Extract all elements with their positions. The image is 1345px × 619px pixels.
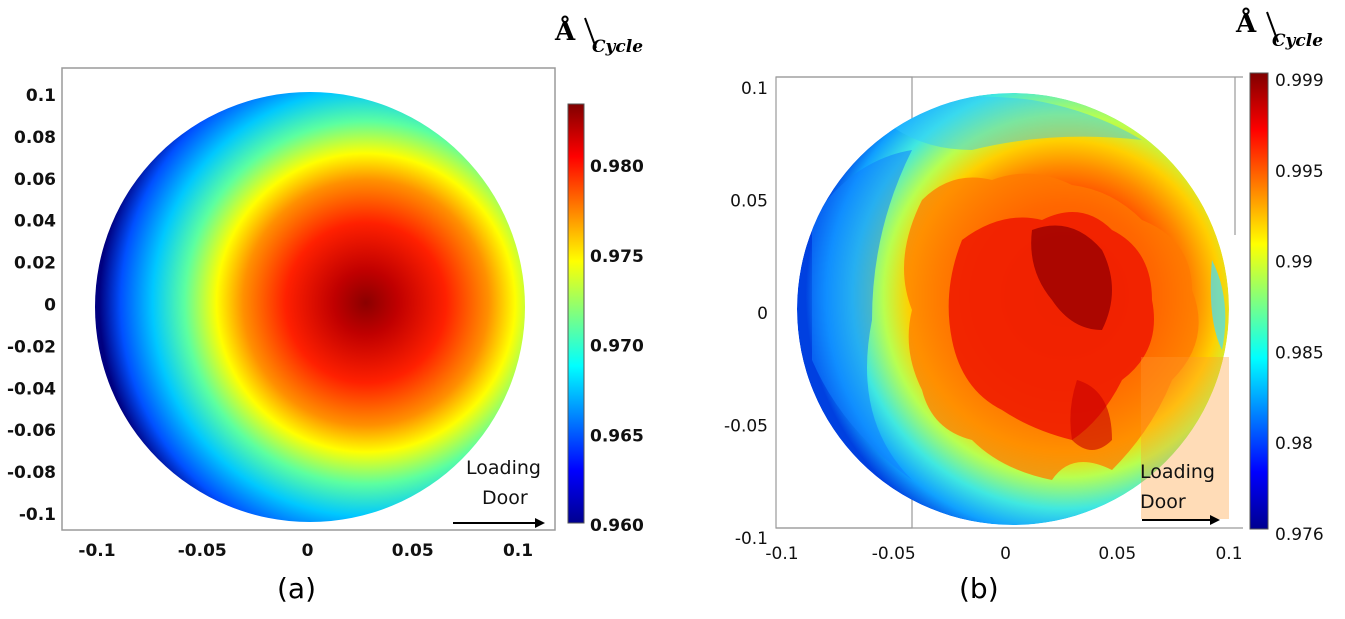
x-axis-ticks-b: -0.1 -0.05 0 0.05 0.1 xyxy=(765,544,1242,564)
loading-door-label-b2: Door xyxy=(1140,491,1186,513)
x-tick-label: -0.05 xyxy=(872,544,916,564)
unit-slash-b xyxy=(1266,11,1279,43)
x-tick-label: 0.05 xyxy=(1098,544,1136,564)
colorbar-ticks-a: 0.980 0.975 0.970 0.965 0.960 xyxy=(590,157,644,536)
y-tick-label: 0.1 xyxy=(741,79,768,99)
y-tick-label: -0.06 xyxy=(7,421,56,441)
x-tick-label: -0.05 xyxy=(178,541,227,561)
colorbar-tick-label: 0.98 xyxy=(1275,434,1313,454)
colorbar-tick-label: 0.976 xyxy=(1275,525,1324,545)
x-tick-label: 0 xyxy=(1000,544,1011,564)
wafer-map-b xyxy=(797,93,1229,525)
y-tick-label: 0.1 xyxy=(26,86,56,106)
colorbar-a xyxy=(567,103,585,524)
y-tick-label: 0.04 xyxy=(14,212,56,232)
y-tick-label: 0 xyxy=(757,304,768,324)
y-tick-label: 0.08 xyxy=(14,128,56,148)
y-tick-label: 0.02 xyxy=(14,254,56,274)
arrow-icon-a xyxy=(453,518,545,528)
chart-a-svg: 0.1 0.08 0.06 0.04 0.02 0 -0.02 -0.04 -0.06 -0.08… xyxy=(7,16,644,561)
wafer-map-a xyxy=(95,92,525,522)
loading-door-label-a1: Loading xyxy=(466,457,541,479)
chart-b-svg: 0.1 0.05 0 -0.05 -0.1 -0.1 -0.05 0 0.05 0.1 0.99… xyxy=(724,8,1324,564)
y-tick-label: 0 xyxy=(44,296,56,316)
y-tick-label: 0.06 xyxy=(14,170,56,190)
loading-door-box-b xyxy=(1141,357,1229,519)
colorbar-tick-label: 0.995 xyxy=(1275,162,1324,182)
unit-sub-a: Cycle xyxy=(592,37,643,57)
caption-b: (b) xyxy=(959,572,999,605)
x-axis-ticks-a: -0.1 -0.05 0 0.05 0.1 xyxy=(78,541,533,561)
y-tick-label: -0.02 xyxy=(7,337,56,357)
x-tick-label: -0.1 xyxy=(78,541,115,561)
colorbar-ticks-b: 0.999 0.995 0.99 0.985 0.98 0.976 xyxy=(1275,71,1324,545)
colorbar-tick-label: 0.970 xyxy=(590,337,644,357)
x-tick-label: -0.1 xyxy=(765,544,798,564)
y-tick-label: -0.04 xyxy=(7,379,56,399)
y-tick-label: -0.1 xyxy=(19,505,56,525)
y-tick-label: -0.1 xyxy=(735,529,768,549)
unit-sub-b: Cycle xyxy=(1272,31,1323,51)
x-tick-label: 0 xyxy=(302,541,314,561)
y-axis-ticks-b: 0.1 0.05 0 -0.05 -0.1 xyxy=(724,79,768,549)
y-axis-ticks-a: 0.1 0.08 0.06 0.04 0.02 0 -0.02 -0.04 -0.06 -0.08… xyxy=(7,86,56,525)
unit-label-b: Å xyxy=(1235,8,1257,39)
colorbar-tick-label: 0.960 xyxy=(590,516,644,536)
colorbar-tick-label: 0.999 xyxy=(1275,71,1324,91)
x-tick-label: 0.05 xyxy=(392,541,434,561)
x-tick-label: 0.1 xyxy=(1215,544,1242,564)
colorbar-tick-label: 0.965 xyxy=(590,426,644,446)
x-tick-label: 0.1 xyxy=(503,541,533,561)
colorbar-tick-label: 0.99 xyxy=(1275,253,1313,273)
y-tick-label: -0.08 xyxy=(7,463,56,483)
colorbar-b xyxy=(1249,72,1269,530)
caption-a: (a) xyxy=(277,572,317,605)
unit-slash-a xyxy=(584,17,597,49)
y-tick-label: -0.05 xyxy=(724,417,768,437)
chart-panel-a: 0.1 0.08 0.06 0.04 0.02 0 -0.02 -0.04 -0.06 -0.08… xyxy=(0,0,672,619)
loading-door-label-b1: Loading xyxy=(1140,461,1215,483)
y-tick-label: 0.05 xyxy=(730,192,768,212)
loading-door-label-a2: Door xyxy=(482,487,528,509)
colorbar-tick-label: 0.980 xyxy=(590,157,644,177)
arrow-icon-b xyxy=(1142,515,1220,525)
unit-label-a: Å xyxy=(554,16,576,47)
chart-panel-b: 0.1 0.05 0 -0.05 -0.1 -0.1 -0.05 0 0.05 0.1 0.99… xyxy=(672,0,1345,619)
colorbar-tick-label: 0.985 xyxy=(1275,343,1324,363)
colorbar-tick-label: 0.975 xyxy=(590,247,644,267)
